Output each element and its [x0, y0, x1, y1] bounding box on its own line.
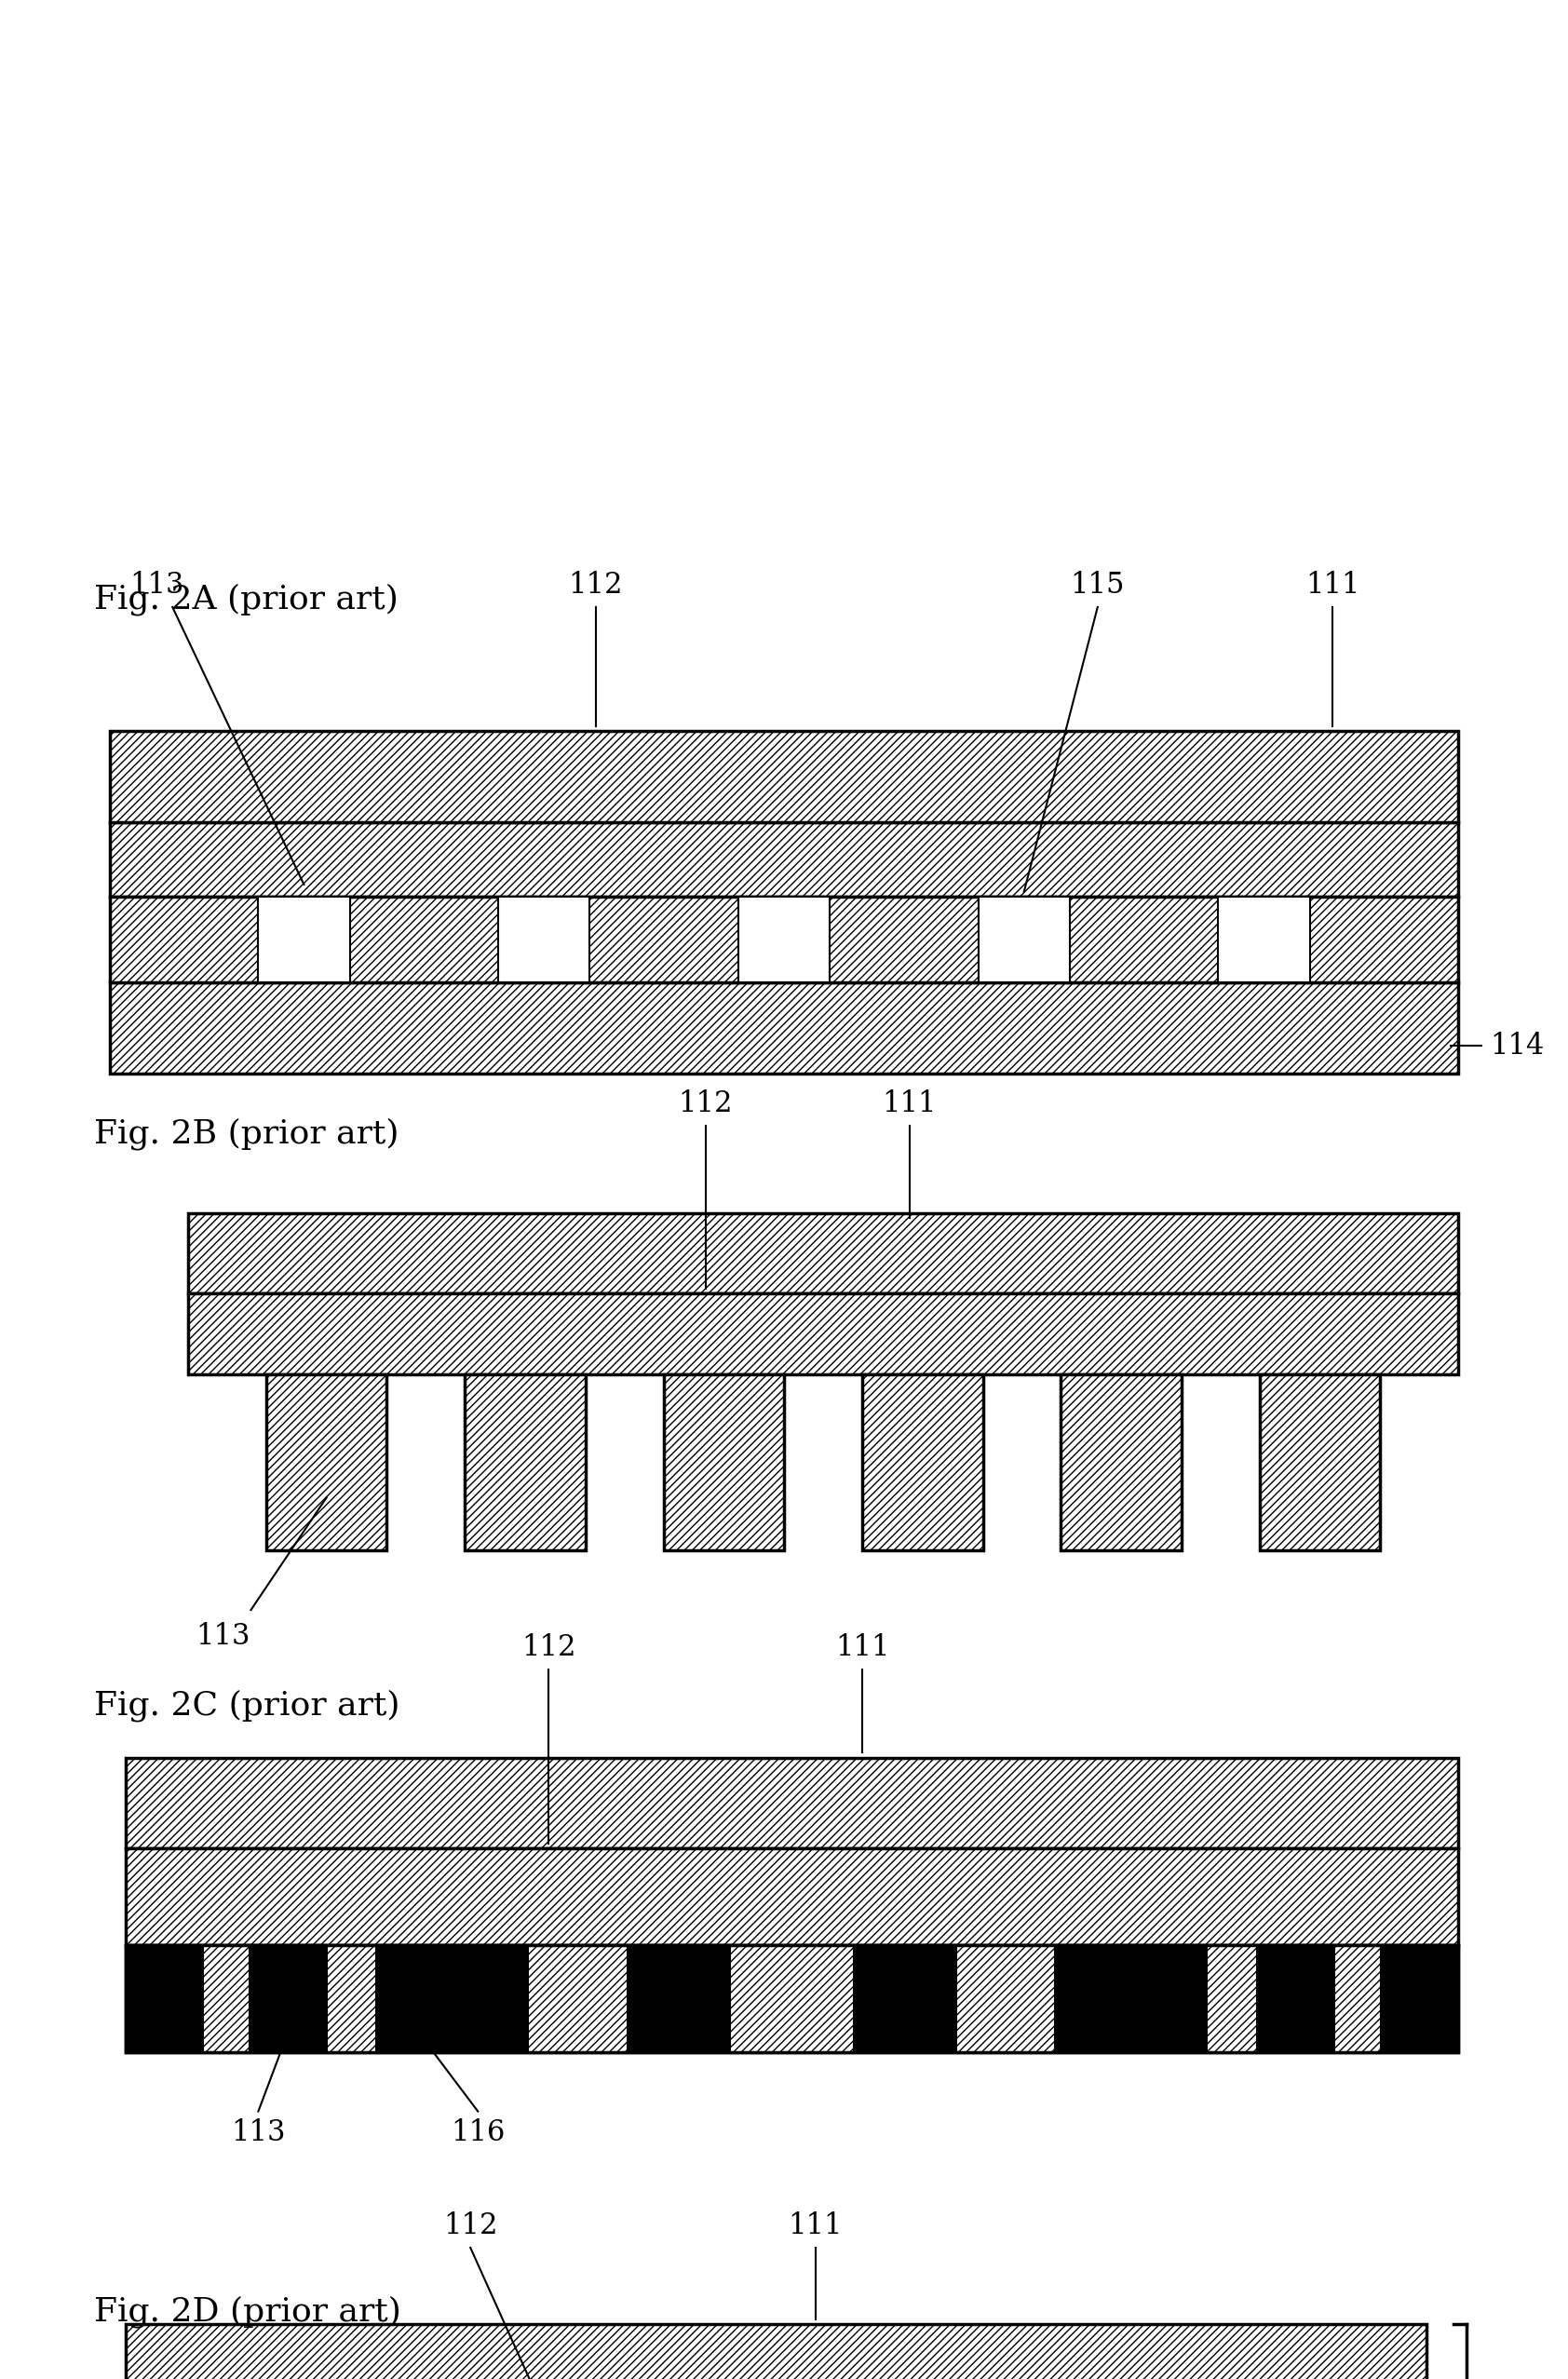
Bar [1381, 1946, 1458, 2051]
Bar [1131, 1946, 1207, 2051]
Bar [1062, 1373, 1182, 1551]
Bar [452, 1946, 528, 2051]
Bar [1218, 897, 1309, 983]
Bar [464, 1373, 585, 1551]
Bar [188, 1213, 1458, 1294]
Bar [499, 897, 590, 983]
Text: 113: 113 [230, 2117, 285, 2148]
Bar [1055, 1946, 1132, 2051]
Bar [110, 983, 1458, 1073]
Text: 111: 111 [789, 2212, 842, 2241]
Bar [663, 1373, 784, 1551]
Bar [376, 1946, 453, 2051]
Text: 112: 112 [679, 1090, 732, 1118]
Bar [110, 823, 1458, 897]
Text: 111: 111 [883, 1090, 936, 1118]
Bar [978, 897, 1069, 983]
Bar [259, 897, 350, 983]
Bar [125, 2324, 1427, 2379]
Bar [878, 1946, 956, 2051]
Text: 111: 111 [1306, 571, 1359, 600]
Text: 112: 112 [569, 571, 622, 600]
Text: Fig. 2D (prior art): Fig. 2D (prior art) [94, 2296, 401, 2329]
Text: Fig. 2B (prior art): Fig. 2B (prior art) [94, 1118, 398, 1151]
Text: 112: 112 [444, 2212, 497, 2241]
Bar [125, 1848, 1458, 1946]
Bar [125, 1946, 202, 2051]
Bar [652, 1946, 729, 2051]
Text: Fig. 2C (prior art): Fig. 2C (prior art) [94, 1689, 400, 1722]
Text: Fig. 2A (prior art): Fig. 2A (prior art) [94, 583, 398, 616]
Bar [110, 897, 1458, 983]
Bar [249, 1946, 326, 2051]
Bar [1259, 1373, 1380, 1551]
Text: 113: 113 [130, 571, 183, 600]
Bar [627, 1946, 706, 2051]
Text: 111: 111 [836, 1634, 889, 1663]
Bar [862, 1373, 983, 1551]
Bar [188, 1294, 1458, 1373]
Bar [125, 1946, 1458, 2051]
Bar [855, 1946, 931, 2051]
Bar [125, 1758, 1458, 1848]
Text: 116: 116 [450, 2117, 505, 2148]
Text: 112: 112 [522, 1634, 575, 1663]
Bar [110, 730, 1458, 823]
Text: 113: 113 [196, 1622, 251, 1651]
Text: 114: 114 [1490, 1032, 1544, 1061]
Bar [267, 1373, 387, 1551]
Bar [1258, 1946, 1334, 2051]
Bar [739, 897, 829, 983]
Text: 115: 115 [1071, 571, 1124, 600]
Bar [125, 1946, 1458, 2051]
